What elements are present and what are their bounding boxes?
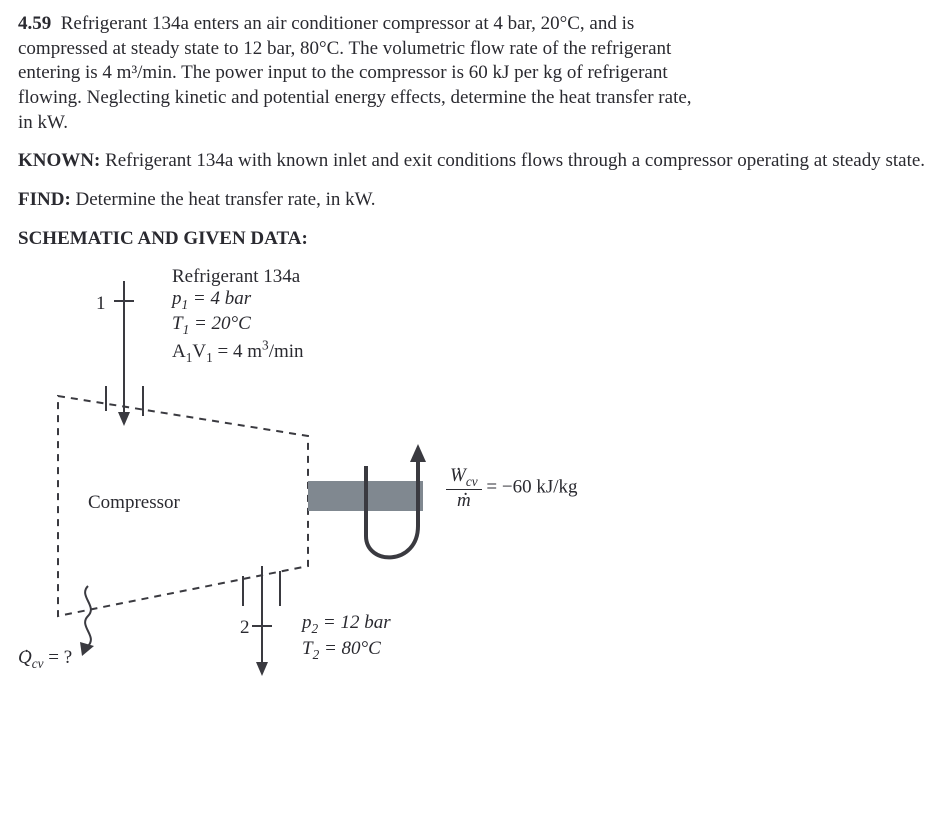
state2-given-data: p2 = 12 bar T2 = 80°C — [302, 611, 391, 663]
p1-value: p1 = 4 bar — [172, 288, 251, 309]
outlet-arrow-head — [256, 662, 268, 676]
qcv-unknown: Qcv = ? — [18, 646, 72, 672]
state2-number: 2 — [240, 616, 250, 641]
qcv-sub: cv — [32, 655, 44, 670]
find-text: Determine the heat transfer rate, in kW. — [76, 189, 376, 210]
work-per-mass: Wcv m = −60 kJ/kg — [446, 466, 578, 510]
find-label: FIND: — [18, 189, 71, 210]
known-block: KNOWN: Refrigerant 134a with known inlet… — [18, 149, 934, 174]
known-label: KNOWN: — [18, 150, 100, 171]
t2-value: T2 = 80°C — [302, 638, 381, 659]
t1-value: T1 = 20°C — [172, 313, 251, 334]
problem-statement: 4.59 Refrigerant 134a enters an air cond… — [18, 12, 934, 135]
known-text: Refrigerant 134a with known inlet and ex… — [105, 150, 925, 171]
problem-text-l1: Refrigerant 134a enters an air condition… — [61, 13, 635, 34]
schematic-diagram: 1 Refrigerant 134a p1 = 4 bar T1 = 20°C … — [18, 266, 638, 686]
schematic-label-block: SCHEMATIC AND GIVEN DATA: — [18, 227, 934, 252]
state1-number: 1 — [96, 292, 106, 317]
fluid-name: Refrigerant 134a — [172, 266, 304, 289]
rotation-arc — [366, 526, 418, 557]
find-block: FIND: Determine the heat transfer rate, … — [18, 188, 934, 213]
problem-text-l5: in kW. — [18, 112, 68, 133]
p2-value: p2 = 12 bar — [302, 612, 391, 633]
av1-value: A1V1 = 4 m3/min — [172, 341, 304, 362]
state1-given-data: Refrigerant 134a p1 = 4 bar T1 = 20°C A1… — [172, 266, 304, 366]
inlet-arrow-head — [118, 412, 130, 426]
qcv-symbol: Q — [18, 646, 32, 671]
problem-text-l2: compressed at steady state to 12 bar, 80… — [18, 38, 671, 59]
qcv-wave — [85, 586, 91, 646]
qcv-arrow-head — [80, 642, 94, 656]
problem-text-l3: entering is 4 m³/min. The power input to… — [18, 62, 668, 83]
problem-number: 4.59 — [18, 13, 51, 34]
schematic-label: SCHEMATIC AND GIVEN DATA: — [18, 228, 308, 249]
compressor-label: Compressor — [88, 491, 180, 516]
rotation-arrow-head — [410, 444, 426, 462]
wcv-value: = −60 kJ/kg — [486, 476, 577, 497]
qcv-eq: = ? — [44, 647, 73, 668]
problem-text-l4: flowing. Neglecting kinetic and potentia… — [18, 87, 692, 108]
